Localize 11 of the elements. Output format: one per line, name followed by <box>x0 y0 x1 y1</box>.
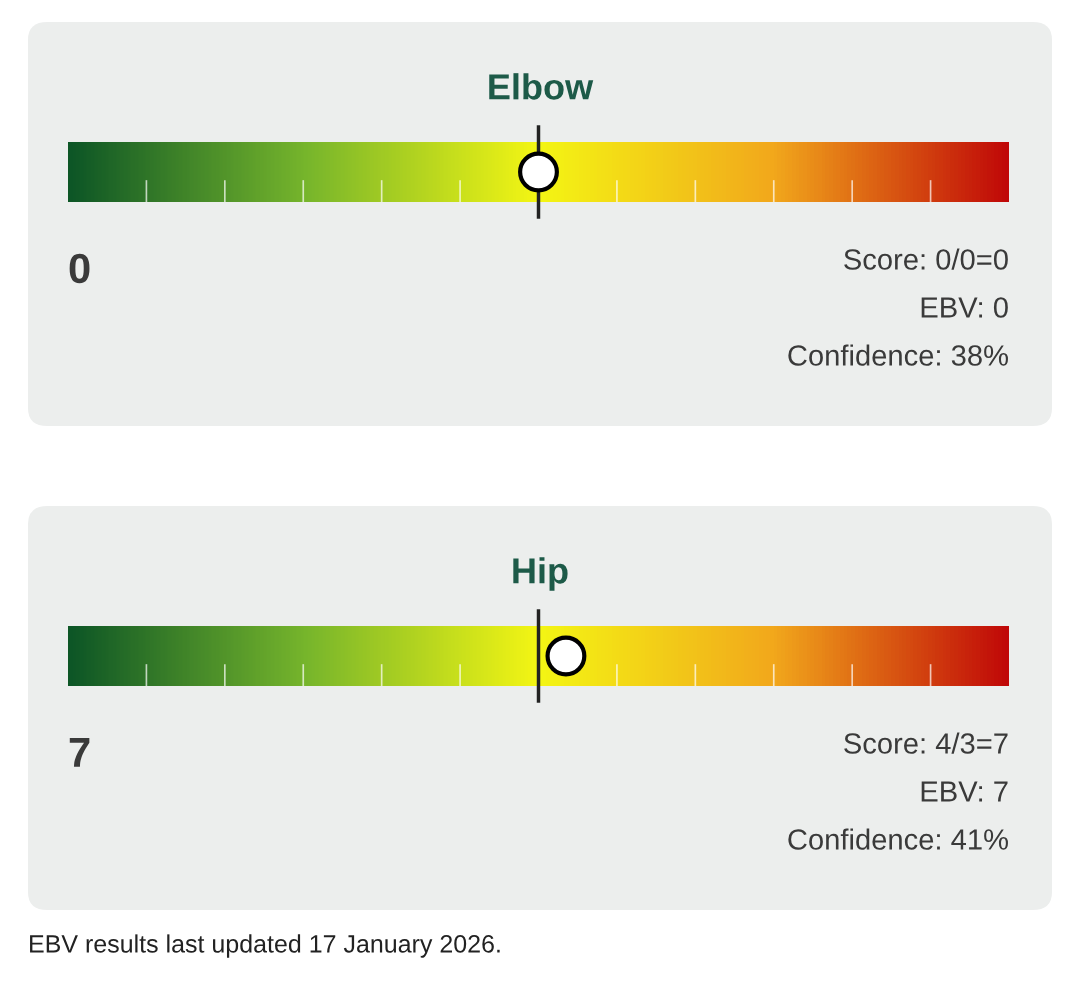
text: Score: 0/0=0 <box>844 248 1008 270</box>
text: Confidence: 38% <box>788 344 1008 366</box>
text: EBV: 0 <box>921 297 1008 318</box>
text: Score: 4/3=7 <box>844 732 1008 754</box>
text: EBV: 7 <box>921 781 1008 802</box>
text: Elbow <box>489 73 594 100</box>
data-label: 7 <box>69 738 90 767</box>
text: Confidence: 41% <box>788 828 1008 850</box>
data-label: 0 <box>69 253 90 284</box>
text: Hip <box>513 557 568 591</box>
text: EBV results last updated 17 January 2026. <box>30 934 500 958</box>
